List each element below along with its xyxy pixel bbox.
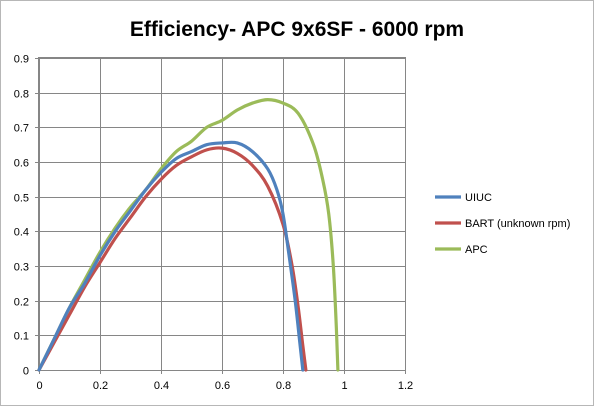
x-tick-label: 0.6 (215, 380, 230, 392)
x-tick-label: 1 (341, 380, 347, 392)
legend-label-apc: APC (465, 244, 488, 256)
y-tick-label: 0.1 (14, 331, 29, 343)
series-line-uiuc (37, 140, 305, 372)
y-tick-label: 0.9 (14, 54, 29, 66)
data-series (37, 98, 340, 372)
x-tick-label: 0.2 (93, 380, 108, 392)
x-tick-label: 0.8 (276, 380, 291, 392)
grid-lines (39, 58, 406, 370)
y-tick-label: 0.3 (14, 262, 29, 274)
y-tick-label: 0.6 (14, 158, 29, 170)
legend-label-uiuc: UIUC (465, 192, 492, 204)
y-tick-label: 0.5 (14, 193, 29, 205)
chart-title: Efficiency- APC 9x6SF - 6000 rpm (130, 18, 464, 41)
x-axis-tick-labels: 0 0.2 0.4 0.6 0.8 1 1.2 (36, 380, 413, 392)
y-tick-label: 0.2 (14, 297, 29, 309)
series-line-apc (37, 98, 340, 372)
y-axis-tick-labels: 0 0.1 0.2 0.3 0.4 0.5 0.6 0.7 0.8 0.9 (14, 54, 29, 378)
axes (35, 58, 406, 374)
legend: UIUC BART (unknown rpm) APC (435, 192, 570, 256)
y-tick-label: 0 (23, 366, 29, 378)
x-tick-label: 1.2 (398, 380, 413, 392)
legend-label-bart-unknown-rpm: BART (unknown rpm) (465, 218, 570, 230)
x-tick-label: 0.4 (154, 380, 169, 392)
x-tick-label: 0 (36, 380, 42, 392)
y-tick-label: 0.4 (14, 227, 29, 239)
y-tick-label: 0.8 (14, 89, 29, 101)
y-tick-label: 0.7 (14, 123, 29, 135)
